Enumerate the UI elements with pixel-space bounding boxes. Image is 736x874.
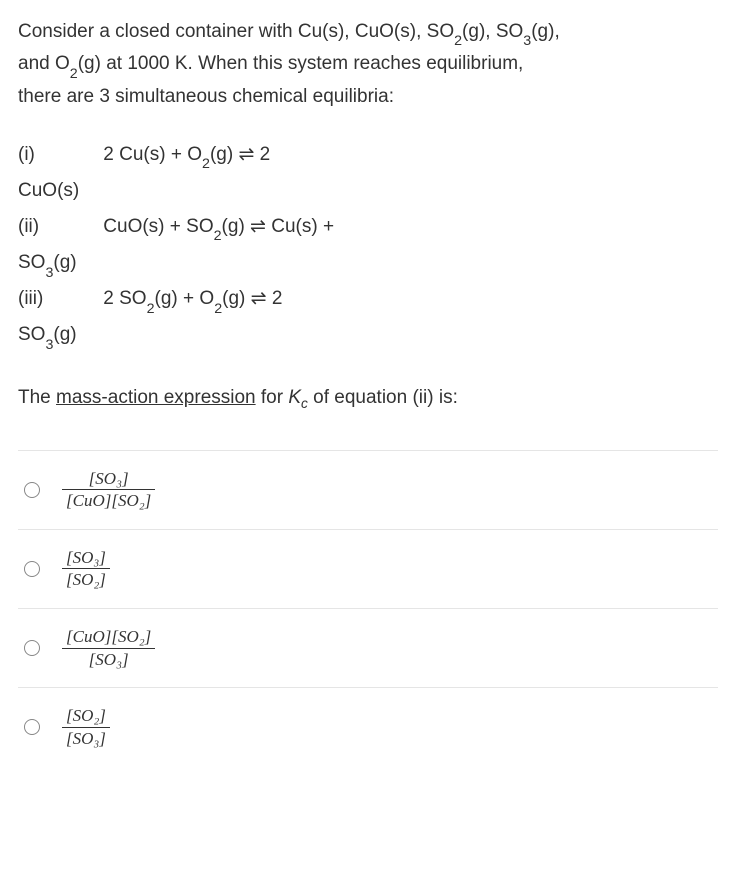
- radio-icon[interactable]: [24, 719, 40, 735]
- eq-body: 2 Cu(s) + O: [103, 144, 202, 165]
- prompt-underline: mass-action expression: [56, 387, 256, 408]
- answer-options: [SO₃] [CuO][SO₂] [SO₃] [SO₂] [CuO][SO₂] …: [18, 450, 718, 766]
- denominator: [SO₂]: [62, 568, 110, 590]
- option-expression: [CuO][SO₂] [SO₃]: [62, 627, 155, 669]
- numerator: [CuO][SO₂]: [62, 627, 155, 648]
- equation-ii: (ii) CuO(s) + SO2(g) ⇌ Cu(s) +: [18, 209, 718, 245]
- eq-label: (iii): [18, 281, 98, 317]
- eq-body: (g) ⇌ Cu(s) +: [222, 216, 335, 237]
- sub-3: 3: [523, 33, 531, 49]
- equation-i: (i) 2 Cu(s) + O2(g) ⇌ 2: [18, 137, 718, 173]
- sub-2: 2: [214, 301, 222, 317]
- numerator: [SO₃]: [62, 548, 110, 569]
- equations-block: (i) 2 Cu(s) + O2(g) ⇌ 2 CuO(s) (ii) CuO(…: [18, 137, 718, 354]
- intro-text: (g), SO: [462, 21, 523, 42]
- intro-text: (g) at 1000 K. When this system reaches …: [78, 53, 524, 74]
- denominator: [SO₃]: [62, 648, 155, 670]
- numerator: [SO₃]: [62, 469, 155, 490]
- eq-body: (g): [53, 324, 76, 345]
- option-1[interactable]: [SO₃] [CuO][SO₂]: [18, 451, 718, 530]
- radio-icon[interactable]: [24, 561, 40, 577]
- prompt-text: of equation (ii) is:: [308, 387, 458, 408]
- radio-icon[interactable]: [24, 482, 40, 498]
- equation-i-cont: CuO(s): [18, 173, 718, 209]
- question-prompt: The mass-action expression for Kc of equ…: [18, 383, 718, 413]
- intro-text: there are 3 simultaneous chemical equili…: [18, 86, 394, 107]
- equation-iii-cont: SO3(g): [18, 317, 718, 353]
- sub-2: 2: [214, 228, 222, 244]
- sub-2: 2: [70, 66, 78, 82]
- equation-iii: (iii) 2 SO2(g) + O2(g) ⇌ 2: [18, 281, 718, 317]
- option-4[interactable]: [SO₂] [SO₃]: [18, 688, 718, 766]
- eq-body: (g) ⇌ 2: [210, 144, 270, 165]
- denominator: [SO₃]: [62, 727, 110, 749]
- intro-text: and O: [18, 53, 70, 74]
- prompt-text: The: [18, 387, 56, 408]
- eq-body: SO: [18, 252, 45, 273]
- eq-label: (ii): [18, 209, 98, 245]
- option-expression: [SO₂] [SO₃]: [62, 706, 110, 748]
- equation-ii-cont: SO3(g): [18, 245, 718, 281]
- sub-2: 2: [202, 156, 210, 172]
- prompt-text: for: [256, 387, 289, 408]
- question-intro: Consider a closed container with Cu(s), …: [18, 16, 718, 113]
- option-3[interactable]: [CuO][SO₂] [SO₃]: [18, 609, 718, 688]
- sub-2: 2: [147, 301, 155, 317]
- sub-3: 3: [45, 265, 53, 281]
- kc-c: c: [301, 396, 308, 411]
- denominator: [CuO][SO₂]: [62, 489, 155, 511]
- numerator: [SO₂]: [62, 706, 110, 727]
- intro-text: (g),: [531, 21, 560, 42]
- eq-body: (g) + O: [155, 288, 215, 309]
- eq-label: (i): [18, 137, 98, 173]
- kc-k: K: [288, 387, 301, 408]
- sub-3: 3: [45, 337, 53, 353]
- eq-body: (g) ⇌ 2: [222, 288, 282, 309]
- option-expression: [SO₃] [SO₂]: [62, 548, 110, 590]
- option-2[interactable]: [SO₃] [SO₂]: [18, 530, 718, 609]
- eq-body: SO: [18, 324, 45, 345]
- sub-2: 2: [454, 33, 462, 49]
- eq-body: CuO(s): [18, 180, 79, 201]
- intro-text: Consider a closed container with Cu(s), …: [18, 21, 454, 42]
- radio-icon[interactable]: [24, 640, 40, 656]
- eq-body: (g): [53, 252, 76, 273]
- eq-body: CuO(s) + SO: [103, 216, 213, 237]
- option-expression: [SO₃] [CuO][SO₂]: [62, 469, 155, 511]
- eq-body: 2 SO: [103, 288, 146, 309]
